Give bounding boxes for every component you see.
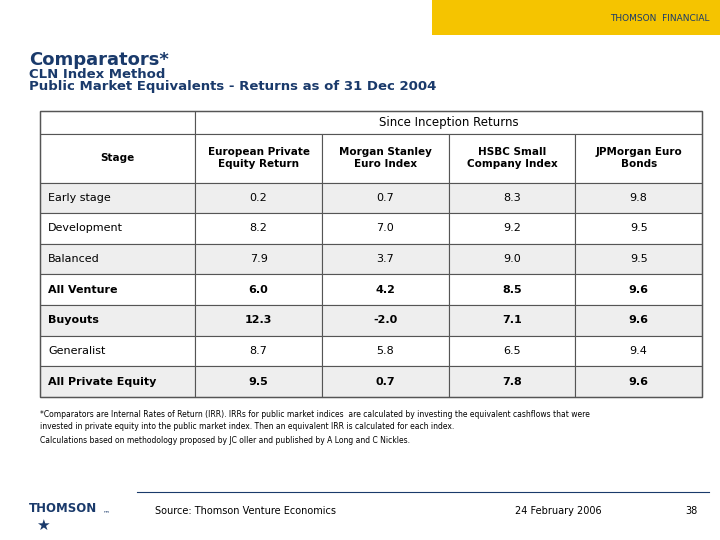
Text: 5.8: 5.8 (377, 346, 394, 356)
Text: 9.5: 9.5 (248, 376, 269, 387)
Text: 9.6: 9.6 (629, 315, 649, 325)
Text: 6.0: 6.0 (248, 285, 269, 295)
Text: *Comparators are Internal Rates of Return (IRR). IRRs for public market indices : *Comparators are Internal Rates of Retur… (40, 410, 590, 420)
Text: All Private Equity: All Private Equity (48, 376, 157, 387)
Text: ★: ★ (37, 518, 50, 533)
Text: 7.0: 7.0 (377, 224, 394, 233)
Text: 0.2: 0.2 (250, 193, 268, 203)
Text: -2.0: -2.0 (373, 315, 397, 325)
Text: Calculations based on methodology proposed by JC oller and published by A Long a: Calculations based on methodology propos… (40, 436, 410, 446)
Text: THOMSON  FINANCIAL: THOMSON FINANCIAL (610, 15, 709, 23)
Text: 4.2: 4.2 (375, 285, 395, 295)
Text: 9.4: 9.4 (630, 346, 647, 356)
Text: HSBC Small
Company Index: HSBC Small Company Index (467, 147, 557, 169)
Text: 8.7: 8.7 (250, 346, 268, 356)
Text: Public Market Equivalents - Returns as of 31 Dec 2004: Public Market Equivalents - Returns as o… (29, 80, 436, 93)
Text: All Venture: All Venture (48, 285, 118, 295)
Text: 3.7: 3.7 (377, 254, 394, 264)
Text: 6.5: 6.5 (503, 346, 521, 356)
Text: Early stage: Early stage (48, 193, 111, 203)
Text: Stage: Stage (100, 153, 135, 163)
Text: Generalist: Generalist (48, 346, 106, 356)
Text: 9.6: 9.6 (629, 376, 649, 387)
Text: CLN Index Method: CLN Index Method (29, 68, 165, 80)
Text: invested in private equity into the public market index. Then an equivalent IRR : invested in private equity into the publ… (40, 422, 454, 431)
Text: 9.2: 9.2 (503, 224, 521, 233)
Text: Comparators*: Comparators* (29, 51, 168, 69)
Text: ™: ™ (103, 510, 110, 516)
Text: 7.9: 7.9 (250, 254, 268, 264)
Text: THOMSON: THOMSON (29, 502, 97, 515)
Text: Buyouts: Buyouts (48, 315, 99, 325)
Text: 8.2: 8.2 (250, 224, 268, 233)
Text: Source: Thomson Venture Economics: Source: Thomson Venture Economics (155, 507, 336, 516)
Text: 9.8: 9.8 (630, 193, 647, 203)
Text: 0.7: 0.7 (377, 193, 394, 203)
Text: Development: Development (48, 224, 123, 233)
Text: Balanced: Balanced (48, 254, 100, 264)
Text: Since Inception Returns: Since Inception Returns (379, 116, 518, 129)
Text: 9.5: 9.5 (630, 224, 647, 233)
Text: European Private
Equity Return: European Private Equity Return (207, 147, 310, 169)
Text: 7.8: 7.8 (502, 376, 522, 387)
Text: 38: 38 (685, 507, 698, 516)
Text: 7.1: 7.1 (502, 315, 522, 325)
Text: 12.3: 12.3 (245, 315, 272, 325)
Text: 8.3: 8.3 (503, 193, 521, 203)
Text: 24 February 2006: 24 February 2006 (515, 507, 601, 516)
Text: 9.6: 9.6 (629, 285, 649, 295)
Text: 8.5: 8.5 (502, 285, 522, 295)
Text: JPMorgan Euro
Bonds: JPMorgan Euro Bonds (595, 147, 682, 169)
Text: 0.7: 0.7 (375, 376, 395, 387)
Text: 9.5: 9.5 (630, 254, 647, 264)
Text: Morgan Stanley
Euro Index: Morgan Stanley Euro Index (339, 147, 432, 169)
Text: 9.0: 9.0 (503, 254, 521, 264)
